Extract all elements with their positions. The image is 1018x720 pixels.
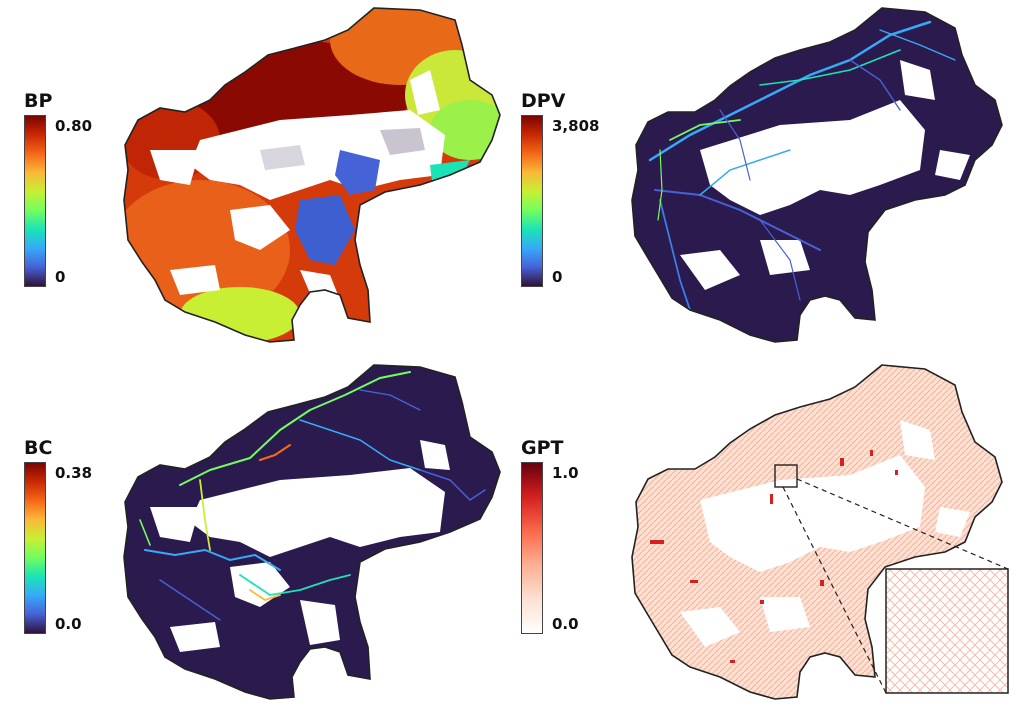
legend-title-gpt: GPT	[521, 437, 564, 459]
colorbar-max-bp: 0.80	[55, 117, 93, 135]
zoom-inset	[885, 568, 1009, 694]
colorbar-min-gpt: 0.0	[552, 615, 579, 633]
colorbar-bp	[24, 115, 46, 287]
zoom-connector-bottom	[782, 486, 887, 694]
colorbar-min-dpv: 0	[552, 268, 563, 286]
colorbar-gpt	[521, 462, 543, 634]
legend-title-dpv: DPV	[521, 90, 566, 112]
colorbar-bc	[24, 462, 46, 634]
legend-title-bc: BC	[24, 437, 53, 459]
zoom-connector-top	[796, 478, 1009, 570]
colorbar-min-bp: 0	[55, 268, 66, 286]
colorbar-max-gpt: 1.0	[552, 464, 579, 482]
zoom-region-box	[774, 464, 798, 488]
colorbar-max-bc: 0.38	[55, 464, 93, 482]
colorbar-dpv	[521, 115, 543, 287]
legend-title-bp: BP	[24, 90, 53, 112]
colorbar-max-dpv: 3,808	[552, 117, 600, 135]
colorbar-min-bc: 0.0	[55, 615, 82, 633]
